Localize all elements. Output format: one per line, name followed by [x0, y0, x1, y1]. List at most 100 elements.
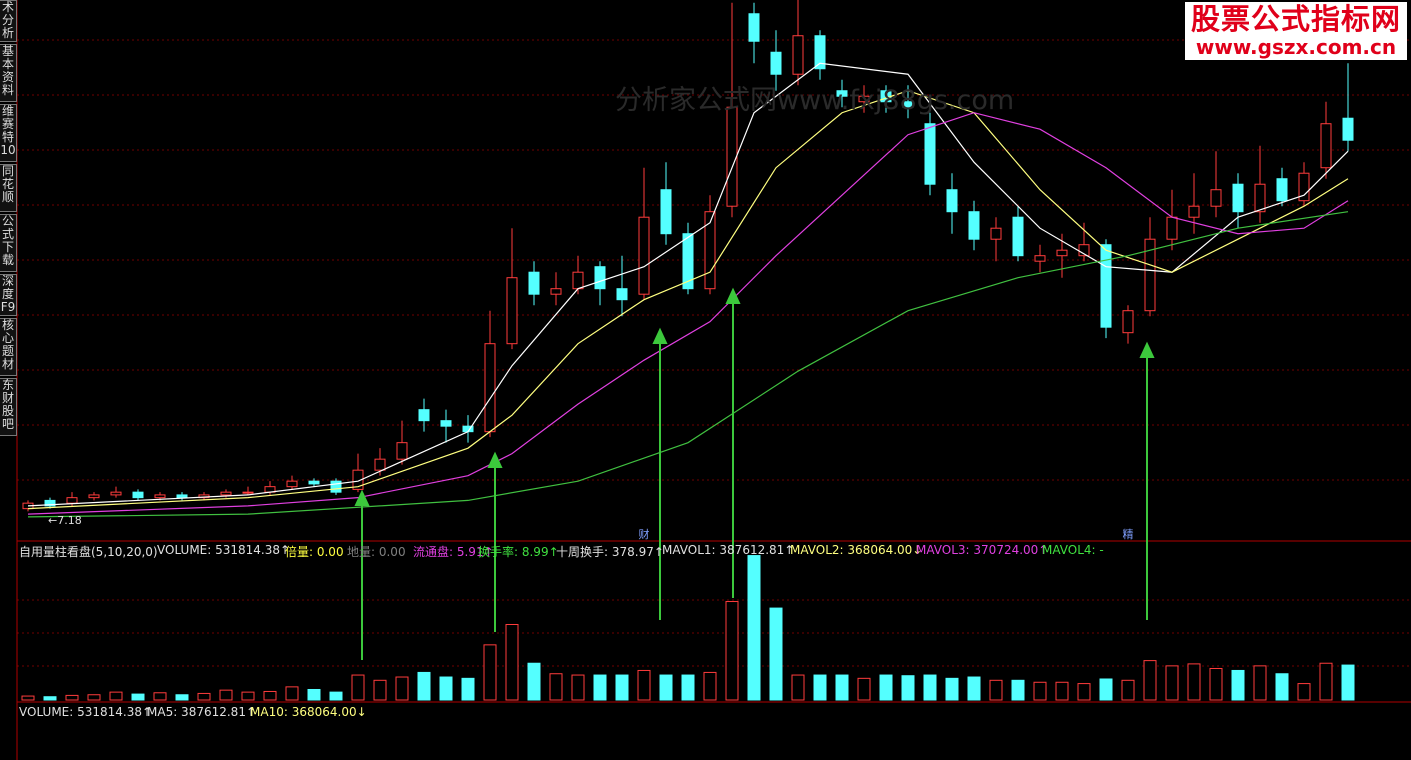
- volume-bar: [241, 691, 255, 701]
- volume-bar: [439, 676, 453, 701]
- candle-body: [1320, 123, 1332, 169]
- candle-body: [352, 469, 364, 490]
- volume-bar: [769, 607, 783, 701]
- grid: [17, 39, 1411, 667]
- volume-bar: [527, 662, 541, 701]
- sidebar-tab: 深度F9: [0, 274, 17, 316]
- sidebar-tab: 核心题材: [0, 318, 17, 376]
- candle-body: [330, 480, 342, 493]
- candle-body: [506, 277, 518, 345]
- volume-bar: [1297, 683, 1311, 701]
- candle-body: [528, 271, 540, 295]
- candle-body: [594, 266, 606, 290]
- volume-bar: [1165, 665, 1179, 701]
- candle-body: [660, 189, 672, 235]
- candle-body: [1254, 183, 1266, 213]
- low-label: ←7.18: [48, 514, 82, 527]
- volume-bar: [549, 673, 563, 701]
- volume-bar: [505, 624, 519, 701]
- volume-bar: [483, 644, 497, 701]
- volume-bar: [461, 677, 475, 701]
- candle-body: [110, 491, 122, 496]
- sidebar-tab: 同花顺: [0, 164, 17, 212]
- volume-bar: [791, 674, 805, 701]
- logo-title: 股票公式指标网: [1190, 2, 1401, 36]
- candle-body: [88, 494, 100, 499]
- volume-bar: [1275, 673, 1289, 701]
- candle-body: [1188, 205, 1200, 218]
- volume-bar: [945, 677, 959, 701]
- indicator-value: 流通盘: 5.91↑: [413, 545, 494, 559]
- volume-bar: [747, 555, 761, 701]
- candle-body: [924, 123, 936, 185]
- volume-bar: [1099, 678, 1113, 701]
- volume-bar: [1143, 660, 1157, 701]
- candle-body: [770, 51, 782, 75]
- volume-bar: [65, 694, 79, 701]
- volume-bar: [373, 679, 387, 701]
- volume-bar: [1319, 662, 1333, 701]
- indicator-value: MAVOL1: 387612.81↑: [662, 543, 795, 557]
- volume-bar: [901, 675, 915, 701]
- volume-bar: [967, 676, 981, 701]
- indicator-value: MAVOL3: 370724.00↑: [916, 543, 1049, 557]
- candle-body: [418, 409, 430, 422]
- candle-body: [572, 271, 584, 290]
- sidebar-tab: 术分析: [0, 0, 17, 42]
- candle-body: [1342, 117, 1354, 141]
- candle-body: [858, 95, 870, 103]
- volume-bar: [989, 679, 1003, 701]
- arrows: [354, 287, 1155, 660]
- indicator-value: 倍量: 0.00: [285, 545, 344, 559]
- volume-bar: [593, 674, 607, 701]
- candle-body: [1144, 238, 1156, 312]
- indicator-value: 自用量柱看盘(5,10,20,0): [19, 545, 158, 559]
- candle-body: [1298, 172, 1310, 202]
- volume-bar: [43, 696, 57, 701]
- candle-body: [990, 227, 1002, 240]
- volume-bar: [725, 601, 739, 701]
- volume-bar: [1077, 683, 1091, 701]
- candle-body: [726, 106, 738, 207]
- candle-body: [704, 211, 716, 290]
- volume-bar: [1231, 669, 1245, 701]
- candle-body: [44, 499, 56, 507]
- candle-body: [1276, 178, 1288, 202]
- ma-line: [27, 90, 1349, 510]
- volume-bar: [263, 690, 277, 701]
- watermark: 分析家公式网www.fxj88gs.com: [615, 85, 1015, 116]
- candle-body: [176, 494, 188, 499]
- volume-bar: [87, 694, 101, 701]
- candle-body: [1100, 244, 1112, 328]
- candle-body: [550, 288, 562, 295]
- marker: 精: [1123, 528, 1134, 541]
- indicator-value: VOLUME: 531814.38↑: [157, 543, 291, 557]
- volume-bar: [1055, 681, 1069, 701]
- ma-line: [27, 211, 1349, 518]
- ma-line: [27, 112, 1349, 515]
- sidebar-tab: 基本资料: [0, 44, 17, 102]
- volume-bar: [857, 677, 871, 701]
- volume-bar: [329, 691, 343, 701]
- candle-body: [1166, 216, 1178, 240]
- candle-body: [814, 35, 826, 70]
- volume-bar: [659, 674, 673, 701]
- volume-bar: [417, 671, 431, 701]
- candle-body: [1232, 183, 1244, 213]
- indicator-value: MAVOL2: 368064.00↓: [790, 543, 923, 557]
- volume-bar: [285, 686, 299, 701]
- volume-bar: [879, 674, 893, 701]
- candle-body: [286, 480, 298, 488]
- volume-bar: [1341, 664, 1355, 701]
- volume-bars: [21, 555, 1355, 701]
- candle-body: [66, 497, 78, 504]
- volume-bar: [219, 689, 233, 701]
- lower-value: VOLUME: 531814.38↑: [19, 705, 153, 719]
- volume-bar: [1011, 679, 1025, 701]
- volume-bar: [21, 695, 35, 701]
- indicator-value: 十周换手: 378.97↑: [556, 545, 664, 559]
- candle-body: [968, 211, 980, 240]
- candle-body: [396, 442, 408, 460]
- logo-url: www.gszx.com.cn: [1195, 35, 1397, 59]
- sidebar-tab: 公式下载: [0, 214, 17, 272]
